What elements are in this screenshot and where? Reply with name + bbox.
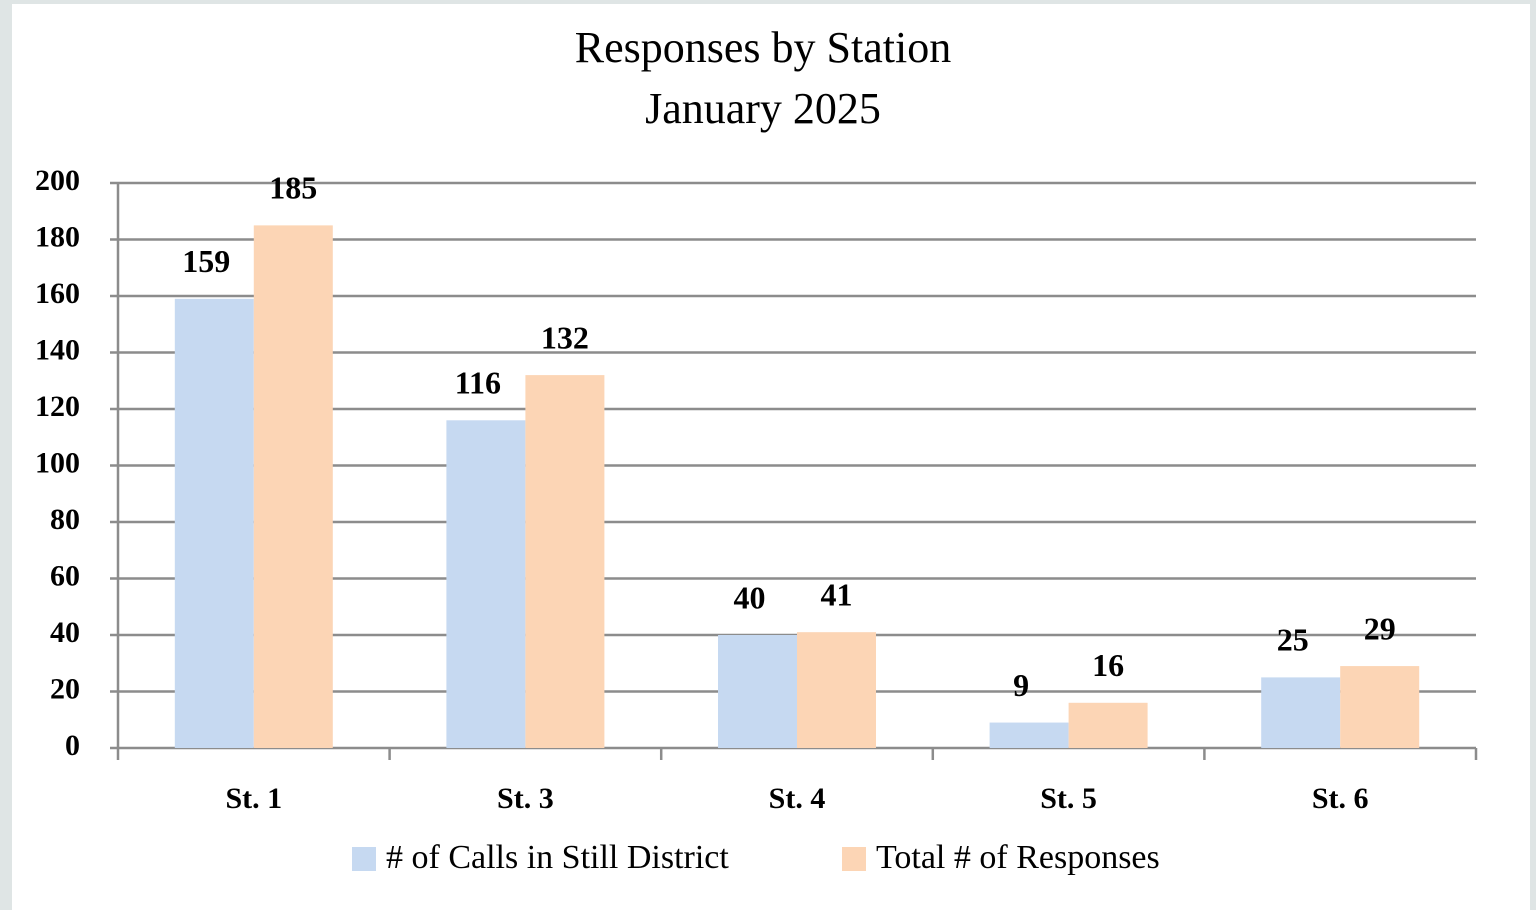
x-tick-label: St. 1 bbox=[225, 782, 282, 815]
chart-title: Responses by Station bbox=[575, 23, 951, 72]
legend-swatch bbox=[352, 847, 376, 871]
data-label: 29 bbox=[1364, 610, 1396, 646]
bar bbox=[989, 722, 1069, 748]
bar bbox=[1261, 677, 1341, 748]
legend-label: # of Calls in Still District bbox=[386, 839, 729, 876]
y-tick-label: 0 bbox=[65, 729, 80, 762]
y-tick-label: 200 bbox=[35, 164, 80, 197]
x-tick-label: St. 3 bbox=[497, 782, 554, 815]
y-tick-label: 140 bbox=[35, 333, 80, 366]
y-tick-label: 80 bbox=[50, 503, 80, 536]
bar bbox=[1068, 702, 1148, 748]
data-label: 16 bbox=[1092, 647, 1124, 683]
y-tick-label: 180 bbox=[35, 220, 80, 253]
bar bbox=[525, 375, 605, 748]
y-tick-label: 100 bbox=[35, 446, 80, 479]
legend-swatch bbox=[842, 847, 866, 871]
chart-subtitle: January 2025 bbox=[645, 84, 881, 133]
x-tick-label: St. 5 bbox=[1040, 782, 1097, 815]
y-tick-label: 160 bbox=[35, 277, 80, 310]
data-label: 132 bbox=[541, 319, 589, 355]
bar bbox=[718, 635, 797, 748]
y-tick-label: 20 bbox=[50, 672, 80, 705]
legend-label: Total # of Responses bbox=[876, 839, 1160, 876]
data-label: 25 bbox=[1277, 622, 1309, 658]
bar bbox=[446, 420, 526, 748]
data-label: 116 bbox=[455, 365, 501, 401]
bar bbox=[253, 225, 333, 748]
y-tick-label: 60 bbox=[50, 559, 80, 592]
data-label: 159 bbox=[182, 243, 230, 279]
data-label: 41 bbox=[821, 577, 853, 613]
y-tick-label: 40 bbox=[50, 616, 80, 649]
y-tick-label: 120 bbox=[35, 390, 80, 423]
bar bbox=[1340, 666, 1420, 748]
data-label: 9 bbox=[1013, 667, 1029, 703]
x-tick-label: St. 6 bbox=[1312, 782, 1369, 815]
x-tick-label: St. 4 bbox=[769, 782, 826, 815]
bar bbox=[174, 298, 254, 748]
bar bbox=[797, 632, 876, 748]
data-label: 185 bbox=[269, 170, 317, 206]
data-label: 40 bbox=[734, 579, 766, 615]
